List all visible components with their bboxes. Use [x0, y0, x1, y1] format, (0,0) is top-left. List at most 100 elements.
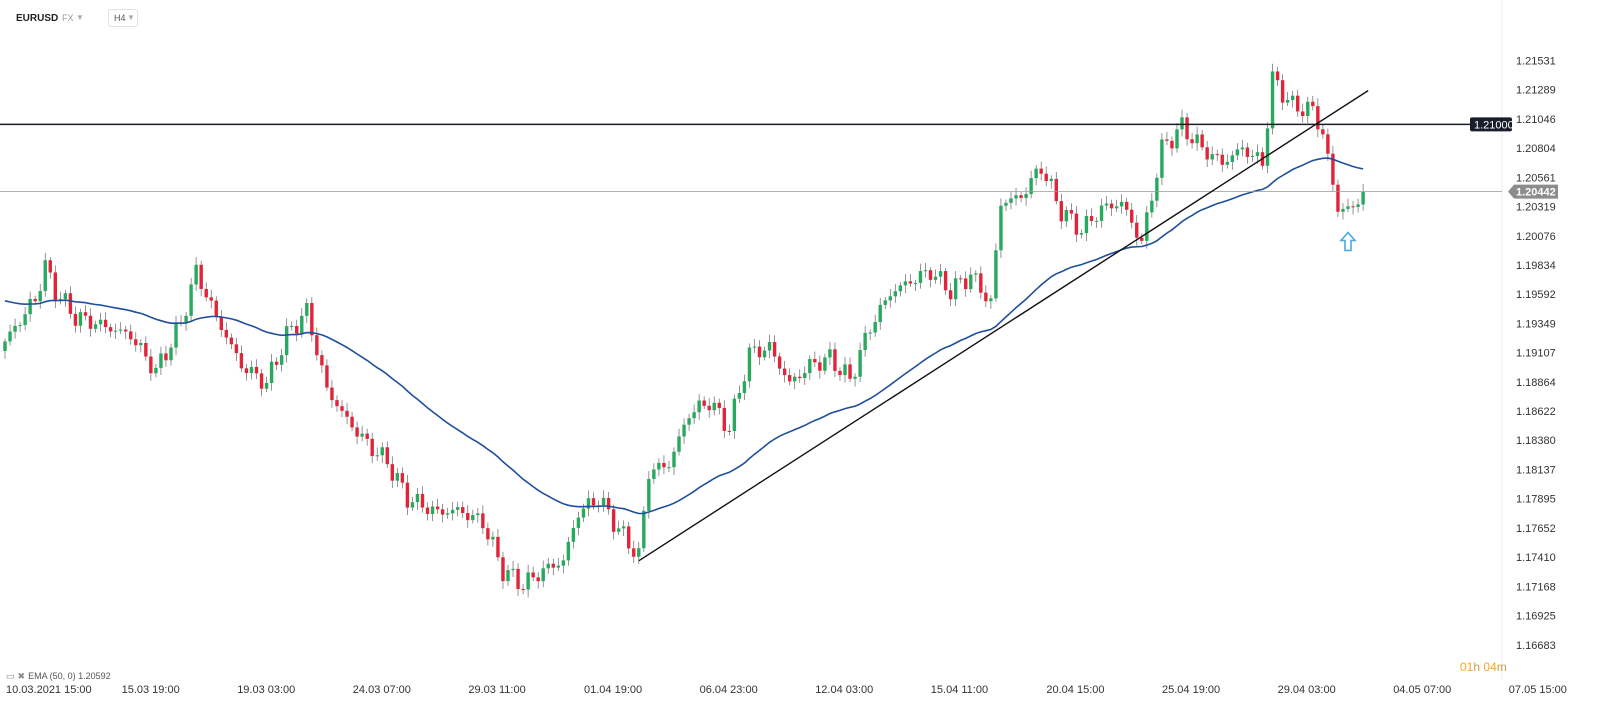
candle-body	[1215, 154, 1219, 156]
candle-countdown: 01h 04m	[1460, 660, 1507, 674]
candle	[737, 385, 742, 403]
candle	[853, 373, 857, 387]
indicator-remove-close-icon[interactable]: ✖	[17, 671, 26, 681]
candle	[938, 263, 943, 285]
candle-body	[1089, 215, 1094, 222]
candle	[727, 424, 732, 436]
candle	[1019, 191, 1023, 203]
candle-body	[979, 273, 983, 293]
symbol-label[interactable]: EURUSD	[16, 13, 59, 24]
price-axis-labels: 1.21531 1.21289 1.21046 1.20804 1.20561 1.203…	[1516, 55, 1556, 651]
candle	[295, 319, 299, 342]
candle-body	[224, 330, 229, 338]
candle	[1039, 161, 1043, 181]
candle	[501, 551, 505, 589]
candle-body	[1104, 203, 1109, 206]
candle-body	[511, 568, 515, 571]
candle-body	[1200, 134, 1204, 148]
candle-body	[420, 493, 425, 508]
candle	[3, 338, 7, 359]
timeframe-select[interactable]: H4 ▼	[108, 9, 138, 27]
candle-body	[249, 366, 254, 374]
candle-body	[692, 412, 696, 419]
candle-body	[833, 349, 837, 371]
candle	[461, 501, 465, 519]
candle	[274, 357, 279, 371]
candle	[1109, 199, 1114, 217]
indicator-settings-icon[interactable]: ▭	[6, 671, 15, 681]
candle	[1316, 98, 1320, 138]
candle	[1255, 144, 1260, 164]
candle	[888, 288, 892, 308]
candle	[928, 267, 933, 288]
candle	[48, 257, 52, 279]
candle	[964, 271, 968, 297]
candle-body	[219, 316, 223, 331]
candle-body	[144, 342, 148, 357]
candle	[757, 339, 762, 365]
candle	[521, 583, 525, 595]
trendline-group	[638, 90, 1369, 562]
candle	[149, 348, 153, 382]
candle-body	[461, 507, 465, 513]
candle-body	[1145, 212, 1149, 241]
candle-body	[501, 557, 505, 582]
candle	[496, 529, 500, 562]
candle	[1079, 229, 1084, 239]
candle-body	[953, 278, 958, 300]
candle-body	[1341, 208, 1345, 212]
candle-body	[305, 303, 309, 316]
candle	[1351, 201, 1355, 215]
candle-body	[491, 536, 495, 540]
time-tick-label: 20.04 15:00	[1046, 684, 1104, 696]
candle-body	[611, 509, 616, 532]
candle-body	[1074, 213, 1079, 235]
candle-body	[43, 260, 47, 292]
candle-body	[1356, 204, 1360, 207]
candle	[395, 468, 400, 487]
candle	[1185, 113, 1189, 146]
candle-body	[903, 281, 908, 286]
candle	[717, 398, 721, 415]
candle-body	[526, 572, 530, 590]
market-dropdown-chevron-down-icon[interactable]: ▼	[76, 13, 84, 22]
candle-body	[385, 447, 389, 465]
candle-body	[1255, 152, 1260, 156]
candle	[1321, 124, 1325, 139]
candle	[1084, 209, 1089, 241]
candle	[1044, 166, 1048, 187]
time-tick-label: 04.05 07:00	[1393, 684, 1451, 696]
candle-body	[506, 570, 510, 582]
candle-body	[360, 433, 364, 437]
candle	[984, 285, 988, 307]
candle-body	[450, 509, 455, 514]
candle-body	[209, 297, 213, 301]
candle-body	[375, 455, 379, 457]
price-tick-label: 1.16683	[1516, 640, 1556, 652]
time-tick-label: 25.04 19:00	[1162, 684, 1220, 696]
candle-body	[1029, 178, 1033, 195]
candle	[531, 566, 535, 582]
candle	[1119, 194, 1124, 214]
candle	[370, 432, 374, 463]
current-price-label: 1.20442	[1508, 184, 1558, 199]
candle	[290, 321, 294, 331]
candle-body	[395, 473, 400, 481]
candle-body	[873, 322, 877, 333]
market-label[interactable]: FX	[62, 13, 74, 23]
candle	[340, 400, 344, 417]
candle-body	[93, 324, 98, 329]
candle-body	[124, 329, 128, 332]
candle	[33, 295, 37, 305]
candle	[179, 314, 183, 327]
candle-body	[1079, 233, 1084, 235]
candle	[73, 306, 78, 333]
candle-body	[199, 264, 203, 289]
candle-body	[435, 506, 440, 510]
candle-body	[1150, 200, 1154, 213]
candle-body	[154, 367, 158, 374]
candle	[1311, 95, 1315, 111]
candle-body	[13, 325, 17, 332]
candle	[541, 560, 545, 588]
